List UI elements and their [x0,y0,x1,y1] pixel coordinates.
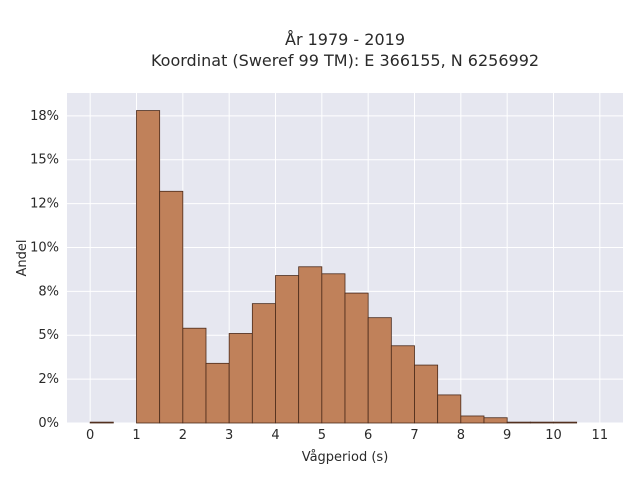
histogram-bar [390,345,415,424]
histogram-bar [251,303,276,424]
x-tick-label: 8 [457,428,465,443]
histogram-bar [344,292,369,424]
y-axis-title: Andel [15,240,30,277]
x-tick-label: 2 [179,428,187,443]
histogram-bar [321,273,346,424]
histogram-bar [483,417,508,424]
chart-title-line-1: År 1979 - 2019 [285,30,405,49]
chart-title-line-2: Koordinat (Sweref 99 TM): E 366155, N 62… [151,51,539,70]
y-axis-ticks: 0% 2% 5% 8% 10% 12% 15% 18% [30,109,59,431]
y-tick-label: 2% [38,372,59,387]
x-tick-label: 11 [592,428,609,443]
x-axis-ticks: 0 1 2 3 4 5 6 7 8 9 10 11 [86,428,608,443]
x-tick-label: 9 [503,428,511,443]
x-tick-label: 1 [132,428,140,443]
y-tick-label: 0% [38,416,59,431]
y-tick-label: 8% [38,284,59,299]
histogram-bar [136,110,161,424]
x-tick-label: 3 [225,428,233,443]
histogram-bar [159,190,184,424]
histogram-bar [367,317,392,424]
histogram-bar [298,266,323,424]
histogram-bar [460,415,485,424]
histogram-bar [89,421,114,424]
x-tick-label: 7 [410,428,418,443]
x-tick-label: 0 [86,428,94,443]
histogram-bar [228,333,253,424]
y-tick-label: 15% [30,153,59,168]
histogram-bar [275,275,300,424]
histogram-bar [414,364,439,424]
x-tick-label: 6 [364,428,372,443]
x-tick-label: 10 [545,428,562,443]
histogram-bar [553,421,578,424]
y-tick-label: 10% [30,240,59,255]
x-tick-label: 5 [318,428,326,443]
histogram-bar [437,394,462,424]
x-tick-label: 4 [271,428,279,443]
histogram-bar [529,421,554,424]
y-tick-label: 12% [30,197,59,212]
histogram-bar [182,327,207,424]
y-tick-label: 18% [30,109,59,124]
y-tick-label: 5% [38,328,59,343]
histogram-bar [205,362,230,424]
bars [89,110,578,424]
histogram-bar [506,421,531,424]
x-axis-title: Vågperiod (s) [302,450,389,465]
